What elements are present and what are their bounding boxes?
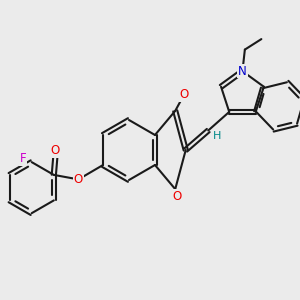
Text: O: O — [172, 190, 182, 203]
Text: O: O — [51, 144, 60, 157]
Text: F: F — [20, 152, 26, 165]
Text: O: O — [74, 173, 83, 186]
Text: N: N — [238, 65, 247, 78]
Text: O: O — [180, 88, 189, 101]
Text: H: H — [212, 131, 221, 141]
